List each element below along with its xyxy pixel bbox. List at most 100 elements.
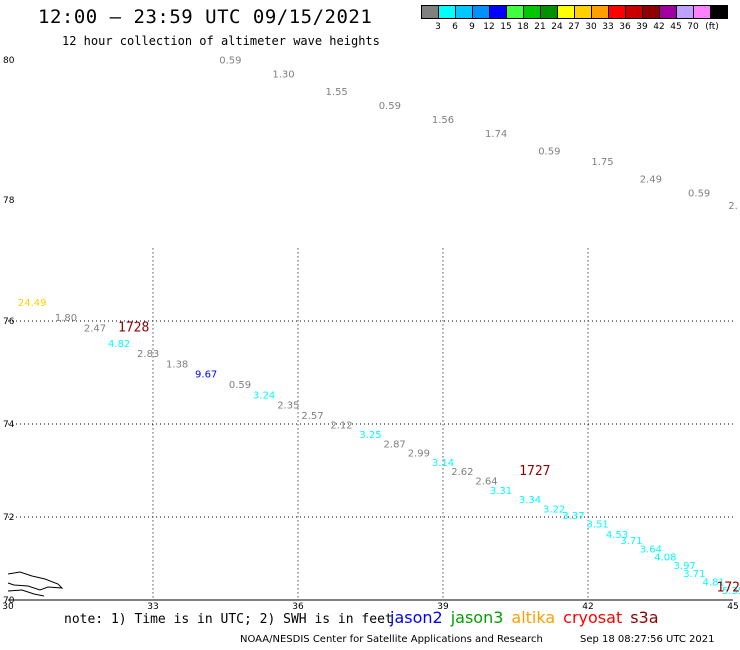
lon-tick-label: 36 — [292, 602, 304, 612]
page-header: 12:00 – 23:59 UTC 09/15/2021 12 hour col… — [0, 0, 740, 60]
color-scale-label: 70 — [687, 22, 699, 32]
wave-height-label: 1.56 — [432, 115, 454, 126]
color-scale-swatch — [557, 5, 575, 19]
color-scale-swatch — [540, 5, 558, 19]
wave-height-label: 4.53 — [606, 530, 628, 541]
color-scale-label: 27 — [568, 22, 580, 32]
wave-height-label: 2.12 — [330, 421, 352, 432]
color-scale-label: 3 — [435, 22, 441, 32]
wave-height-label: 2. — [728, 201, 738, 212]
color-scale-swatch — [676, 5, 694, 19]
wave-height-label: 1.74 — [485, 129, 507, 140]
wave-height-label: 3.37 — [562, 511, 584, 522]
wave-height-label: 3.71 — [683, 569, 705, 580]
lon-tick-label: 30 — [2, 602, 14, 612]
color-scale-label: 12 — [483, 22, 495, 32]
color-scale-swatch — [574, 5, 592, 19]
wave-height-label: 3.51 — [587, 519, 609, 530]
lat-tick-label: 80 — [3, 56, 15, 66]
pass-time-label: 1728 — [118, 320, 149, 335]
lat-tick-label: 70 — [3, 596, 15, 606]
footer-note: note: 1) Time is in UTC; 2) SWH is in fe… — [64, 612, 393, 627]
color-scale-label: 18 — [517, 22, 529, 32]
wave-height-label: 3.25 — [359, 430, 381, 441]
lon-tick-label: 42 — [582, 602, 593, 612]
coastline-path — [7, 589, 45, 597]
color-scale-swatch — [455, 5, 473, 19]
wave-height-label: 2.83 — [137, 349, 159, 360]
lon-tick-label: 45 — [727, 602, 738, 612]
color-scale-swatch — [472, 5, 490, 19]
color-scale-swatch — [710, 5, 728, 19]
color-scale-label: 30 — [585, 22, 597, 32]
color-scale-label: 21 — [534, 22, 546, 32]
color-scale-label: 15 — [500, 22, 512, 32]
color-scale-swatch — [438, 5, 456, 19]
wave-height-label: 3.64 — [640, 544, 662, 555]
color-scale-swatch — [489, 5, 507, 19]
color-scale-swatch — [506, 5, 524, 19]
wave-height-label: 5.35 — [722, 586, 740, 597]
lon-tick-label: 33 — [147, 602, 158, 612]
wave-height-label: 1.30 — [272, 70, 294, 81]
wave-height-label: 0.59 — [229, 380, 251, 391]
color-scale-label: 33 — [602, 22, 614, 32]
legend-item-jason2: jason2 — [390, 608, 443, 627]
color-scale-label: 45 — [670, 22, 682, 32]
wave-height-label: 2.49 — [640, 175, 662, 186]
wave-height-label: 1.55 — [326, 87, 348, 98]
lat-tick-label: 78 — [3, 196, 15, 206]
color-scale-label: 36 — [619, 22, 631, 32]
wave-height-label: 3.97 — [674, 561, 696, 572]
coastline-path — [7, 571, 64, 591]
color-scale-label: 39 — [636, 22, 648, 32]
wave-height-label: 4.81 — [703, 577, 725, 588]
lat-tick-label: 72 — [3, 513, 14, 523]
wave-height-label: 2.57 — [301, 411, 323, 422]
wave-height-label: 2.87 — [384, 439, 406, 450]
legend-item-jason3: jason3 — [450, 608, 504, 627]
color-scale-label: (ft) — [705, 22, 719, 32]
color-scale-swatch — [625, 5, 643, 19]
wave-height-label: 2.35 — [277, 401, 299, 412]
pass-time-label: 172 — [717, 581, 740, 596]
color-scale-swatch — [421, 5, 439, 19]
color-scale-swatch — [591, 5, 609, 19]
color-scale-swatch — [523, 5, 541, 19]
wave-height-label: 2.64 — [475, 476, 497, 487]
color-scale-swatch — [608, 5, 626, 19]
color-scale-label: 24 — [551, 22, 563, 32]
color-scale-label: 42 — [653, 22, 665, 32]
color-scale-label: 6 — [452, 22, 458, 32]
wave-height-label: 24.49 — [18, 298, 47, 309]
legend-item-s3a: s3a — [630, 608, 659, 627]
lon-tick-label: 39 — [437, 602, 449, 612]
lat-tick-label: 74 — [3, 420, 15, 430]
page-title: 12:00 – 23:59 UTC 09/15/2021 — [38, 6, 373, 28]
satellite-legend: jason2 jason3 altika cryosat s3a — [390, 608, 667, 627]
wave-height-label: 2.99 — [408, 449, 430, 460]
legend-item-cryosat: cryosat — [563, 608, 623, 627]
legend-item-altika: altika — [511, 608, 556, 627]
wave-height-label: 9.67 — [195, 370, 217, 381]
wave-height-label: 4.08 — [654, 553, 676, 564]
wave-height-label: 1.80 — [55, 313, 77, 324]
wave-height-label: 3.71 — [620, 536, 642, 547]
wave-height-label: 0.59 — [688, 189, 710, 200]
wave-height-label: 1.75 — [591, 157, 613, 168]
wave-height-label: 1.38 — [166, 359, 188, 370]
credit-text: NOAA/NESDIS Center for Satellite Applica… — [240, 634, 543, 645]
page-subtitle: 12 hour collection of altimeter wave hei… — [62, 34, 380, 48]
wave-height-label: 3.31 — [490, 486, 512, 497]
wave-height-label: 3.22 — [543, 504, 565, 515]
wave-height-label: 0.59 — [379, 101, 401, 112]
wave-height-label: 3.14 — [432, 458, 454, 469]
color-scale-swatch — [693, 5, 711, 19]
wave-height-label: 2.62 — [451, 467, 473, 478]
color-scale-label: 9 — [469, 22, 475, 32]
generated-timestamp: Sep 18 08:27:56 UTC 2021 — [580, 634, 715, 645]
wave-height-label: 2.47 — [84, 323, 106, 334]
wave-height-label: 4.82 — [108, 339, 130, 350]
wave-height-label: 0.59 — [538, 147, 560, 158]
